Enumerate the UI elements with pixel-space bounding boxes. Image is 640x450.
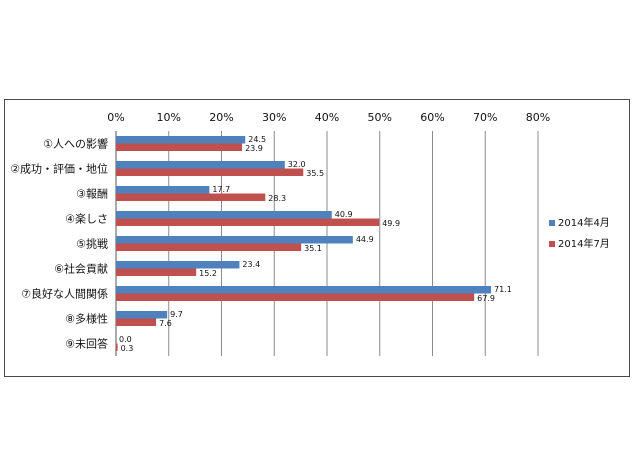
data-label: 0.0 [119,335,132,344]
category-label: ⑧多様性 [65,312,108,326]
category-label: ③報酬 [76,188,108,201]
x-tick-label: 80% [526,111,550,124]
x-tick-label: 40% [315,111,339,124]
category-label: ⑨未回答 [65,337,108,351]
data-label: 35.1 [304,244,322,253]
legend-swatch [549,241,555,247]
x-tick-label: 60% [420,111,444,124]
data-label: 0.3 [121,344,134,353]
category-label: ①人への影響 [43,137,108,151]
bar-apr [116,261,240,269]
data-label: 40.9 [335,210,353,219]
data-label: 44.9 [356,235,374,244]
bar-apr [116,286,492,294]
legend-label: 2014年4月 [558,216,610,229]
data-label: 71.1 [494,285,512,294]
x-tick-label: 10% [157,111,181,124]
x-tick-label: 0% [107,111,124,124]
chart-frame: 0% 10% 20% 30% 40% 50% 60% 70% 80% 24.5 23.9 32.0 3… [4,99,630,377]
data-label: 17.7 [212,185,230,194]
data-label: 23.4 [242,260,260,269]
data-label: 49.9 [382,219,400,228]
bar-jul [116,293,475,301]
bar-jul [116,343,118,351]
x-tick-label: 20% [209,111,233,124]
bar-jul [116,143,243,151]
bar-jul [116,193,266,201]
x-tick-label: 50% [368,111,392,124]
category-label: ⑤挑戦 [76,237,108,251]
bar-jul [116,218,380,226]
x-tick-label: 30% [262,111,286,124]
bar-apr [116,136,246,144]
category-label: ②成功・評価・地位 [10,162,108,176]
data-label: 15.2 [199,269,217,278]
bar-jul [116,318,157,326]
category-label: ⑦良好な人間関係 [21,287,108,301]
data-label: 35.5 [306,169,324,178]
data-label: 28.3 [268,194,286,203]
category-label: ④楽しさ [65,213,108,226]
bar-chart: 0% 10% 20% 30% 40% 50% 60% 70% 80% 24.523.932.03… [10,111,610,356]
bar-apr [116,236,353,244]
bar-jul [116,268,197,276]
data-label: 7.6 [159,319,172,328]
x-tick-label: 70% [473,111,497,124]
data-label: 23.9 [245,144,263,153]
data-label: 9.7 [170,310,183,319]
data-label: 67.9 [477,294,495,303]
bar-jul [116,168,304,176]
legend-swatch [549,220,555,226]
legend-label: 2014年7月 [558,237,610,250]
bar-apr [116,311,168,319]
data-label: 24.5 [248,135,266,144]
bar-apr [116,161,285,169]
bar-apr [116,186,210,194]
data-label: 32.0 [288,160,306,169]
bar-jul [116,243,302,251]
category-label: ⑥社会貢献 [54,262,108,276]
bar-apr [116,211,332,219]
